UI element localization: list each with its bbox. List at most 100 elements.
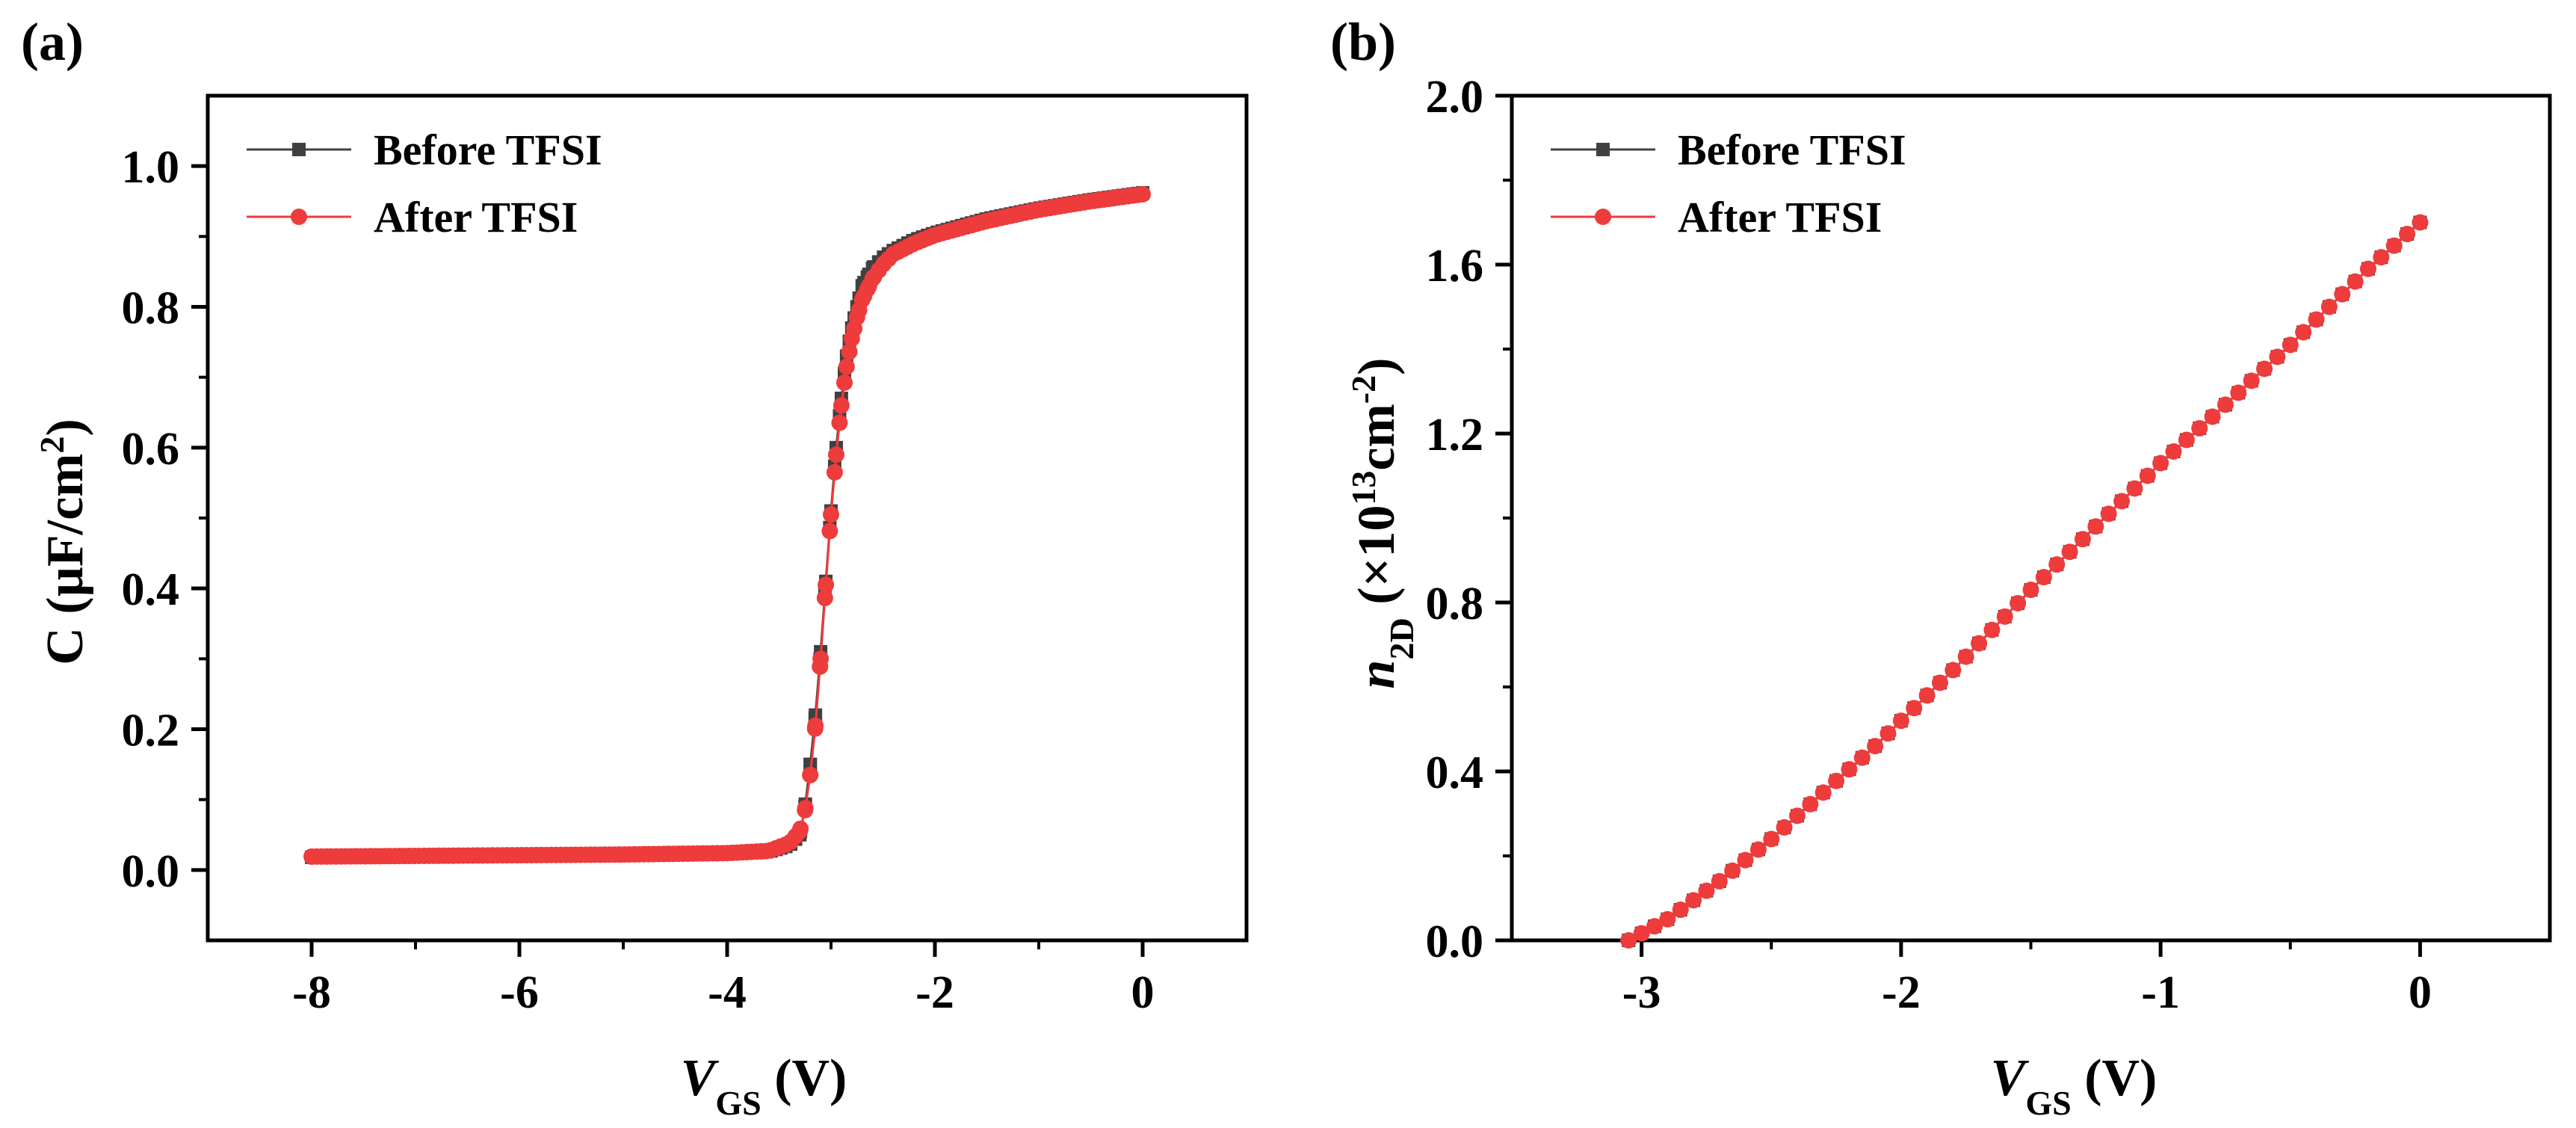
panel-a-series-line bbox=[311, 191, 1143, 859]
panel-a-legend-marker-square bbox=[292, 143, 306, 156]
panel-b: (b) -3 -2 -1 0 0.0 0.4 0.8 1.2 1.6 2.0 Before TFSI… bbox=[1330, 12, 2552, 1122]
panel-b-marker-circle bbox=[1698, 882, 1715, 899]
panel-b-marker-circle bbox=[1880, 725, 1897, 742]
panel-b-y-tick-label: 1.6 bbox=[1426, 241, 1484, 292]
panel-b-marker-circle bbox=[2230, 384, 2247, 401]
panel-a-series-after bbox=[303, 185, 1151, 865]
panel-a-y-title-sup: 2 bbox=[33, 437, 71, 454]
panel-b-marker-circle bbox=[2178, 431, 2195, 449]
panel-b-marker-circle bbox=[2022, 582, 2039, 599]
panel-b-y-title-sup: 13 bbox=[1344, 471, 1383, 505]
panel-b-marker-circle bbox=[1763, 830, 1780, 848]
panel-a-marker-circle bbox=[843, 330, 860, 347]
panel-b-marker-circle bbox=[2334, 286, 2351, 303]
panel-a-y-title-end: ) bbox=[37, 419, 94, 436]
panel-b-marker-circle bbox=[1983, 621, 2001, 638]
panel-a-x-tick-label: -6 bbox=[500, 967, 539, 1018]
panel-a-frame bbox=[206, 93, 1249, 943]
panel-a-x-axis-title: VGS (V) bbox=[681, 1050, 847, 1122]
panel-a-y-tick-label: 1.0 bbox=[122, 142, 180, 193]
panel-a-x-tick-label: -8 bbox=[292, 967, 331, 1018]
panel-b-legend-label: After TFSI bbox=[1678, 193, 1882, 241]
panel-b-y-title-sup2: -2 bbox=[1344, 375, 1383, 404]
panel-b-x-title-sub: GS bbox=[2025, 1084, 2071, 1122]
panel-a-marker-circle bbox=[818, 576, 835, 594]
panel-a-series-before bbox=[305, 185, 1149, 864]
panel-a-x-tick-label: 0 bbox=[1131, 967, 1155, 1018]
panel-a-marker-circle bbox=[833, 397, 850, 414]
panel-b-marker-circle bbox=[1620, 932, 1637, 949]
panel-a-marker-circle bbox=[848, 309, 865, 326]
panel-a-x-tick-label: -4 bbox=[708, 967, 747, 1018]
panel-b-marker-circle bbox=[2320, 298, 2338, 315]
panel-b-marker-circle bbox=[2061, 543, 2078, 561]
panel-a-label: (a) bbox=[21, 12, 84, 72]
panel-b-marker-circle bbox=[2412, 214, 2429, 231]
panel-b-marker-circle bbox=[1841, 761, 1858, 778]
panel-b-marker-circle bbox=[2087, 518, 2104, 535]
panel-b-legend-marker-square bbox=[1596, 143, 1610, 156]
panel-b-marker-circle bbox=[2256, 360, 2273, 377]
panel-b-marker-circle bbox=[1737, 851, 1754, 869]
panel-b-marker-circle bbox=[1711, 872, 1728, 890]
panel-b-marker-circle bbox=[2295, 324, 2312, 341]
panel-b-marker-circle bbox=[2204, 408, 2221, 425]
panel-a-y-tick-label: 0.2 bbox=[122, 706, 180, 756]
panel-b-x-tick-label: 0 bbox=[2409, 967, 2432, 1018]
panel-a-y-tick-label: 0.0 bbox=[122, 846, 180, 897]
panel-b-y-tick-label: 0.4 bbox=[1426, 748, 1484, 798]
panel-a-y-title-main: C (µF/cm bbox=[37, 454, 94, 665]
panel-b-marker-circle bbox=[1802, 795, 1819, 813]
panel-a-plot-area: -8 -6 -4 -2 0 0.0 0.2 0.4 0.6 0.8 1.0 Before TFSI Af… bbox=[122, 93, 1249, 1018]
panel-b-marker-circle bbox=[2282, 336, 2299, 354]
panel-b-marker-circle bbox=[2048, 556, 2066, 573]
panel-b-marker-circle bbox=[1867, 738, 1884, 755]
panel-a-marker-circle bbox=[816, 589, 833, 606]
panel-b-marker-circle bbox=[2373, 249, 2390, 266]
panel-b-y-axis-title: n2D (×1013cm-2) bbox=[1344, 358, 1421, 689]
panel-b-plot-area: -3 -2 -1 0 0.0 0.4 0.8 1.2 1.6 2.0 Before TFSI Afte… bbox=[1426, 72, 2552, 1018]
panel-b-marker-circle bbox=[2113, 493, 2131, 510]
panel-b-marker-circle bbox=[1659, 910, 1676, 928]
panel-a-marker-circle bbox=[823, 506, 839, 523]
panel-b-marker-circle bbox=[1971, 635, 1988, 652]
panel-b-marker-circle bbox=[1749, 841, 1767, 858]
panel-b-legend-marker-circle bbox=[1595, 209, 1611, 225]
panel-b-marker-circle bbox=[1685, 892, 1702, 909]
panel-a-x-title-main: V bbox=[681, 1050, 720, 1107]
panel-b-marker-circle bbox=[1776, 819, 1793, 836]
panel-b-marker-circle bbox=[2347, 273, 2364, 290]
panel-b-marker-circle bbox=[2100, 505, 2117, 523]
panel-b-marker-circle bbox=[2126, 480, 2143, 497]
panel-a-marker-circle bbox=[791, 823, 809, 840]
panel-a-legend-marker-circle bbox=[291, 209, 307, 225]
panel-b-marker-circle bbox=[1853, 749, 1871, 766]
panel-a-x-title-unit: (V) bbox=[762, 1050, 847, 1107]
panel-b-y-title-mid: (×10 bbox=[1348, 505, 1406, 618]
panel-a-marker-circle bbox=[827, 446, 844, 463]
panel-b-y-title-end: ) bbox=[1348, 358, 1406, 375]
panel-b-marker-circle bbox=[2165, 443, 2182, 460]
panel-a-y-tick-label: 0.6 bbox=[122, 424, 180, 475]
panel-b-marker-circle bbox=[1931, 674, 1948, 691]
panel-a-marker-circle bbox=[1134, 185, 1151, 203]
panel-b-y-tick-label: 2.0 bbox=[1426, 72, 1484, 123]
panel-a-marker-circle bbox=[831, 414, 848, 431]
panel-a-series-line bbox=[311, 193, 1143, 858]
panel-b-marker-circle bbox=[1957, 648, 1974, 665]
panel-b-marker-circle bbox=[1906, 700, 1923, 717]
panel-a-x-tick-label: -2 bbox=[915, 967, 954, 1018]
panel-b-label: (b) bbox=[1330, 12, 1396, 72]
panel-a-y-tick-label: 0.8 bbox=[122, 283, 180, 334]
panel-b-x-tick-label: -1 bbox=[2141, 967, 2180, 1018]
panel-b-legend-label: Before TFSI bbox=[1678, 126, 1906, 174]
panel-a: (a) -8 -6 -4 -2 0 0.0 0.2 0.4 0.6 0.8 1.0 Before TF… bbox=[21, 12, 1249, 1122]
panel-b-y-tick-label: 0.0 bbox=[1426, 916, 1484, 967]
panel-b-marker-circle bbox=[2243, 372, 2260, 389]
panel-b-x-tick-label: -3 bbox=[1622, 967, 1661, 1018]
panel-a-marker-circle bbox=[807, 717, 824, 734]
panel-a-x-title-sub: GS bbox=[715, 1084, 761, 1122]
panel-b-x-title-main: V bbox=[1991, 1050, 2030, 1107]
panel-b-marker-circle bbox=[2308, 311, 2325, 328]
panel-b-marker-circle bbox=[1918, 687, 1936, 704]
